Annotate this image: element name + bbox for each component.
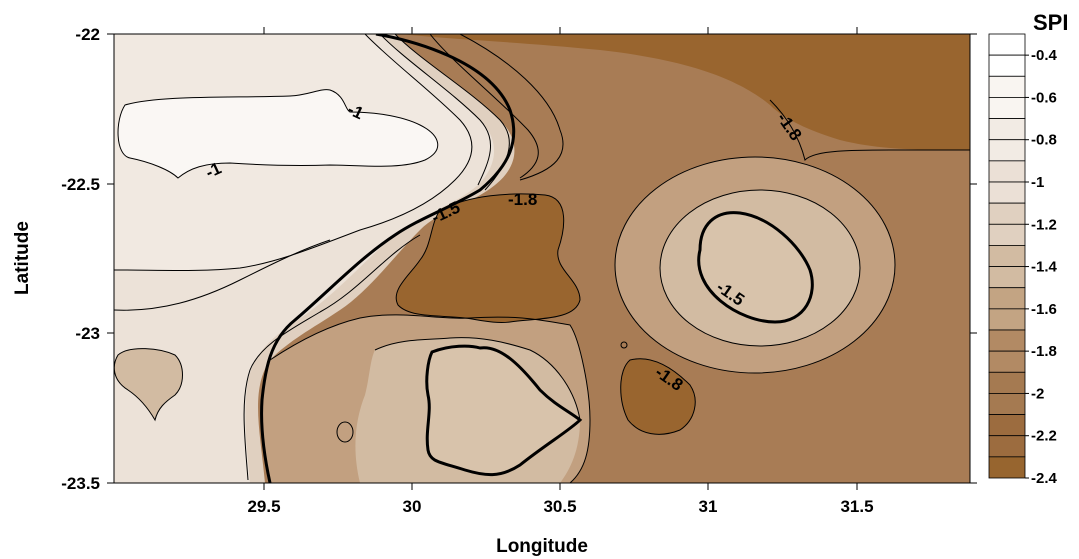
- legend-label: -1.6: [1031, 301, 1057, 318]
- legend-label: -1: [1031, 174, 1044, 191]
- fill-lightest-blob: [118, 89, 438, 178]
- plot-frame: [113, 33, 971, 484]
- legend: SPI -0.4 -0.6 -0.8 -1 -1.2 -1.4 -1.6 -1.8 -2 -2.2…: [988, 10, 1068, 487]
- x-axis-ticks: [263, 27, 858, 490]
- x-tick-30: 30: [403, 497, 422, 516]
- x-tick-30-5: 30.5: [543, 497, 576, 516]
- legend-swatch: [988, 181, 1026, 204]
- contour-lines: [114, 34, 970, 483]
- legend-swatch: [988, 308, 1026, 331]
- contour-line-minus1-inner: [117, 89, 438, 179]
- legend-swatch: [988, 118, 1026, 141]
- legend-swatches: [988, 33, 1026, 479]
- y-tick-minus22-5: -22.5: [61, 175, 100, 194]
- fill-top-right-darkest: [400, 34, 970, 150]
- y-axis-title: Latitude: [12, 221, 33, 295]
- legend-label: -0.8: [1031, 132, 1057, 149]
- legend-swatch: [988, 54, 1026, 77]
- contour-lines-bold: [260, 34, 814, 483]
- legend-swatch: [988, 350, 1026, 373]
- contour-label-minus1-a: -1: [345, 100, 367, 124]
- legend-label: -0.4: [1031, 47, 1058, 64]
- legend-swatch: [988, 266, 1026, 289]
- contour-line-minus1-8-top: [769, 99, 970, 161]
- legend-swatch: [988, 202, 1026, 225]
- contour-line-central-blob: [395, 193, 581, 323]
- legend-labels: -0.4 -0.6 -0.8 -1 -1.2 -1.4 -1.6 -1.8 -2 -2.2 -2.4: [1025, 47, 1058, 487]
- x-axis-title: Longitude: [496, 536, 588, 557]
- legend-swatch: [988, 371, 1026, 394]
- legend-swatch: [988, 329, 1026, 352]
- legend-label: -1.4: [1031, 259, 1058, 276]
- contour-line-g: [269, 314, 591, 483]
- x-tick-31-5: 31.5: [840, 497, 873, 516]
- legend-swatch: [988, 393, 1026, 415]
- contour-line-dot: [620, 341, 628, 349]
- legend-label: -1.8: [1031, 343, 1057, 360]
- x-axis-tick-labels: 29.5 30 30.5 31 31.5: [247, 497, 873, 516]
- y-tick-minus23: -23: [75, 324, 100, 343]
- legend-swatch: [988, 245, 1026, 267]
- contour-line-d: [459, 34, 564, 181]
- y-tick-minus22: -22: [75, 25, 100, 44]
- legend-label: -2.4: [1031, 470, 1058, 487]
- fill-right-oval-core: [698, 212, 813, 322]
- fill-center-bottom-light-core: [426, 346, 580, 475]
- contour-bold-minus1-5-center: [425, 344, 583, 477]
- contour-bold-minus1-5-right: [697, 211, 814, 324]
- contour-line-a: [379, 34, 492, 186]
- contour-line-right-outer: [614, 156, 896, 374]
- contour-line-minus1-outer: [114, 34, 473, 271]
- legend-swatch: [988, 223, 1026, 246]
- legend-title: SPI: [1033, 10, 1068, 35]
- y-axis-ticks: [107, 33, 977, 484]
- legend-label: -1.2: [1031, 216, 1057, 233]
- y-tick-minus23-5: -23.5: [61, 474, 100, 493]
- legend-swatch: [988, 160, 1026, 183]
- legend-swatch: [988, 456, 1026, 479]
- fill-central-darkest: [396, 193, 580, 323]
- x-tick-31: 31: [699, 497, 718, 516]
- contour-line-bottom-right-blob: [620, 358, 696, 435]
- legend-swatch: [988, 414, 1026, 437]
- legend-swatch: [988, 139, 1026, 162]
- contour-line-tiny-blob: [336, 421, 354, 443]
- fill-bottom-right-dark-blob: [620, 358, 696, 435]
- legend-swatch: [988, 75, 1026, 98]
- legend-swatch: [988, 97, 1026, 119]
- x-tick-29-5: 29.5: [247, 497, 280, 516]
- legend-swatch: [988, 33, 1026, 56]
- y-axis-tick-labels: -22 -22.5 -23 -23.5: [61, 25, 100, 493]
- contour-label-minus1-8-a: -1.8: [508, 190, 537, 209]
- legend-swatch: [988, 435, 1026, 458]
- legend-swatch: [988, 287, 1026, 310]
- legend-label: -2: [1031, 385, 1044, 402]
- contour-fill-layer: [114, 34, 970, 483]
- contour-line-e: [114, 239, 331, 311]
- contour-bold-minus1-5-left: [260, 34, 516, 483]
- contour-line-left-small-blob: [114, 348, 183, 422]
- contour-line-right-middle: [659, 189, 861, 347]
- contour-line-h: [374, 337, 581, 421]
- contour-label-minus1-b: -1: [203, 159, 225, 183]
- legend-label: -2.2: [1031, 428, 1057, 445]
- legend-label: -0.6: [1031, 89, 1057, 106]
